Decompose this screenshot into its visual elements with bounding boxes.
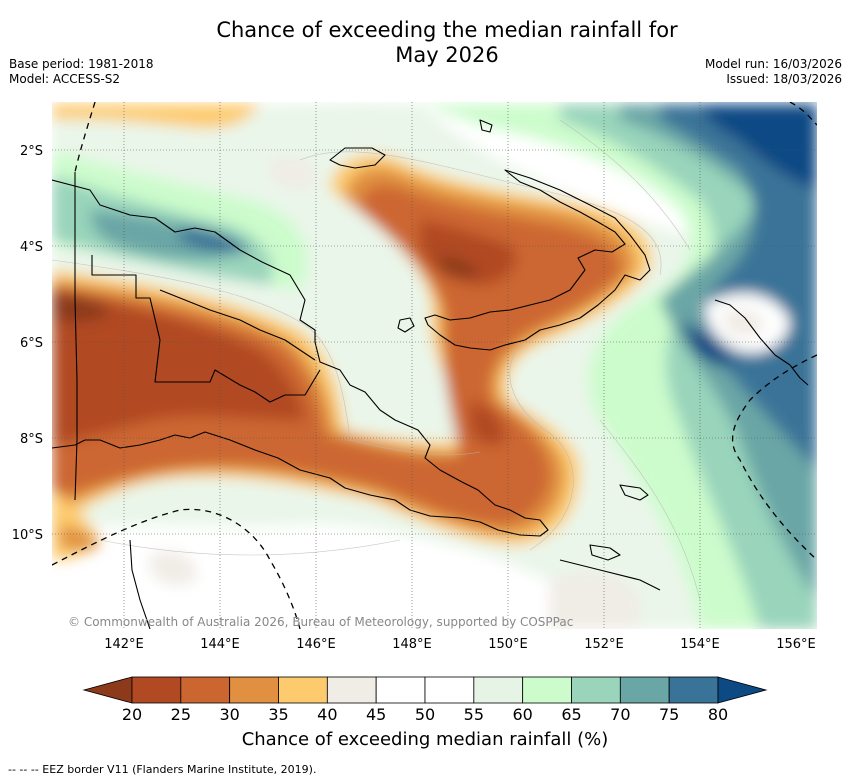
colorbar-tick-label: 65 <box>561 705 582 724</box>
eez-footnote: -- -- -- EEZ border V11 (Flanders Marine… <box>8 763 317 776</box>
colorbar-tick-label: 60 <box>512 705 533 724</box>
lat-label: 6°S <box>20 336 43 351</box>
colorbar-tick-label: 25 <box>170 705 191 724</box>
colorbar-segment <box>668 676 719 704</box>
colorbar-tick-label: 50 <box>414 705 436 724</box>
colorbar-tick-label: 80 <box>707 705 729 724</box>
issued-date: Issued: 18/03/2026 <box>726 72 842 86</box>
lat-label: 8°S <box>20 432 43 447</box>
colorbar-segment <box>278 676 328 704</box>
colorbar-extend-high <box>717 676 768 704</box>
colorbar-segment <box>473 676 524 704</box>
rainfall-field <box>52 102 817 629</box>
colorbar-segment <box>326 676 377 704</box>
meta-left: Base period: 1981-2018 Model: ACCESS-S2 <box>9 57 154 87</box>
lon-axis: 142°E 144°E 146°E 148°E 150°E 152°E 154°… <box>104 637 816 652</box>
lat-label: 10°S <box>12 528 43 543</box>
lon-label: 148°E <box>392 637 432 652</box>
colorbar-segment <box>571 676 621 704</box>
lat-label: 4°S <box>20 240 43 255</box>
lat-label: 2°S <box>20 144 43 159</box>
colorbar-segment <box>424 676 475 704</box>
lon-label: 152°E <box>584 637 624 652</box>
lon-label: 146°E <box>296 637 336 652</box>
title-line-2: May 2026 <box>395 43 499 67</box>
colorbar-segment <box>619 676 670 704</box>
title-line-1: Chance of exceeding the median rainfall … <box>216 18 678 42</box>
colorbar-extend-low <box>82 676 133 704</box>
lon-label: 144°E <box>200 637 240 652</box>
lon-label: 150°E <box>488 637 528 652</box>
colorbar-segment <box>375 676 426 704</box>
colorbar-tick-label: 30 <box>219 705 240 724</box>
colorbar-tick-label: 55 <box>463 705 484 724</box>
colorbar-tick-label: 70 <box>610 705 631 724</box>
lon-label: 154°E <box>680 637 720 652</box>
colorbar-segment <box>131 676 182 704</box>
colorbar-segment <box>522 676 572 704</box>
lon-label: 142°E <box>104 637 144 652</box>
lat-axis: 2°S 4°S 6°S 8°S 10°S <box>12 144 43 543</box>
colorbar-segment <box>229 676 279 704</box>
colorbar-tick-label: 40 <box>317 705 338 724</box>
colorbar-tick-label: 20 <box>121 705 143 724</box>
colorbar <box>82 676 768 704</box>
colorbar-tick-label: 35 <box>268 705 289 724</box>
colorbar-title: Chance of exceeding median rainfall (%) <box>241 729 609 750</box>
model-run: Model run: 16/03/2026 <box>704 57 842 71</box>
colorbar-segment <box>180 676 231 704</box>
base-period: Base period: 1981-2018 <box>9 57 154 71</box>
colorbar-tick-label: 45 <box>365 705 387 724</box>
lon-label: 156°E <box>776 637 816 652</box>
colorbar-tick-label: 75 <box>658 705 680 724</box>
model-name: Model: ACCESS-S2 <box>9 72 121 86</box>
copyright-notice: © Commonwealth of Australia 2026, Bureau… <box>68 615 573 629</box>
map-title: Chance of exceeding the median rainfall … <box>150 18 744 68</box>
meta-right: Model run: 16/03/2026 Issued: 18/03/2026 <box>705 57 842 87</box>
